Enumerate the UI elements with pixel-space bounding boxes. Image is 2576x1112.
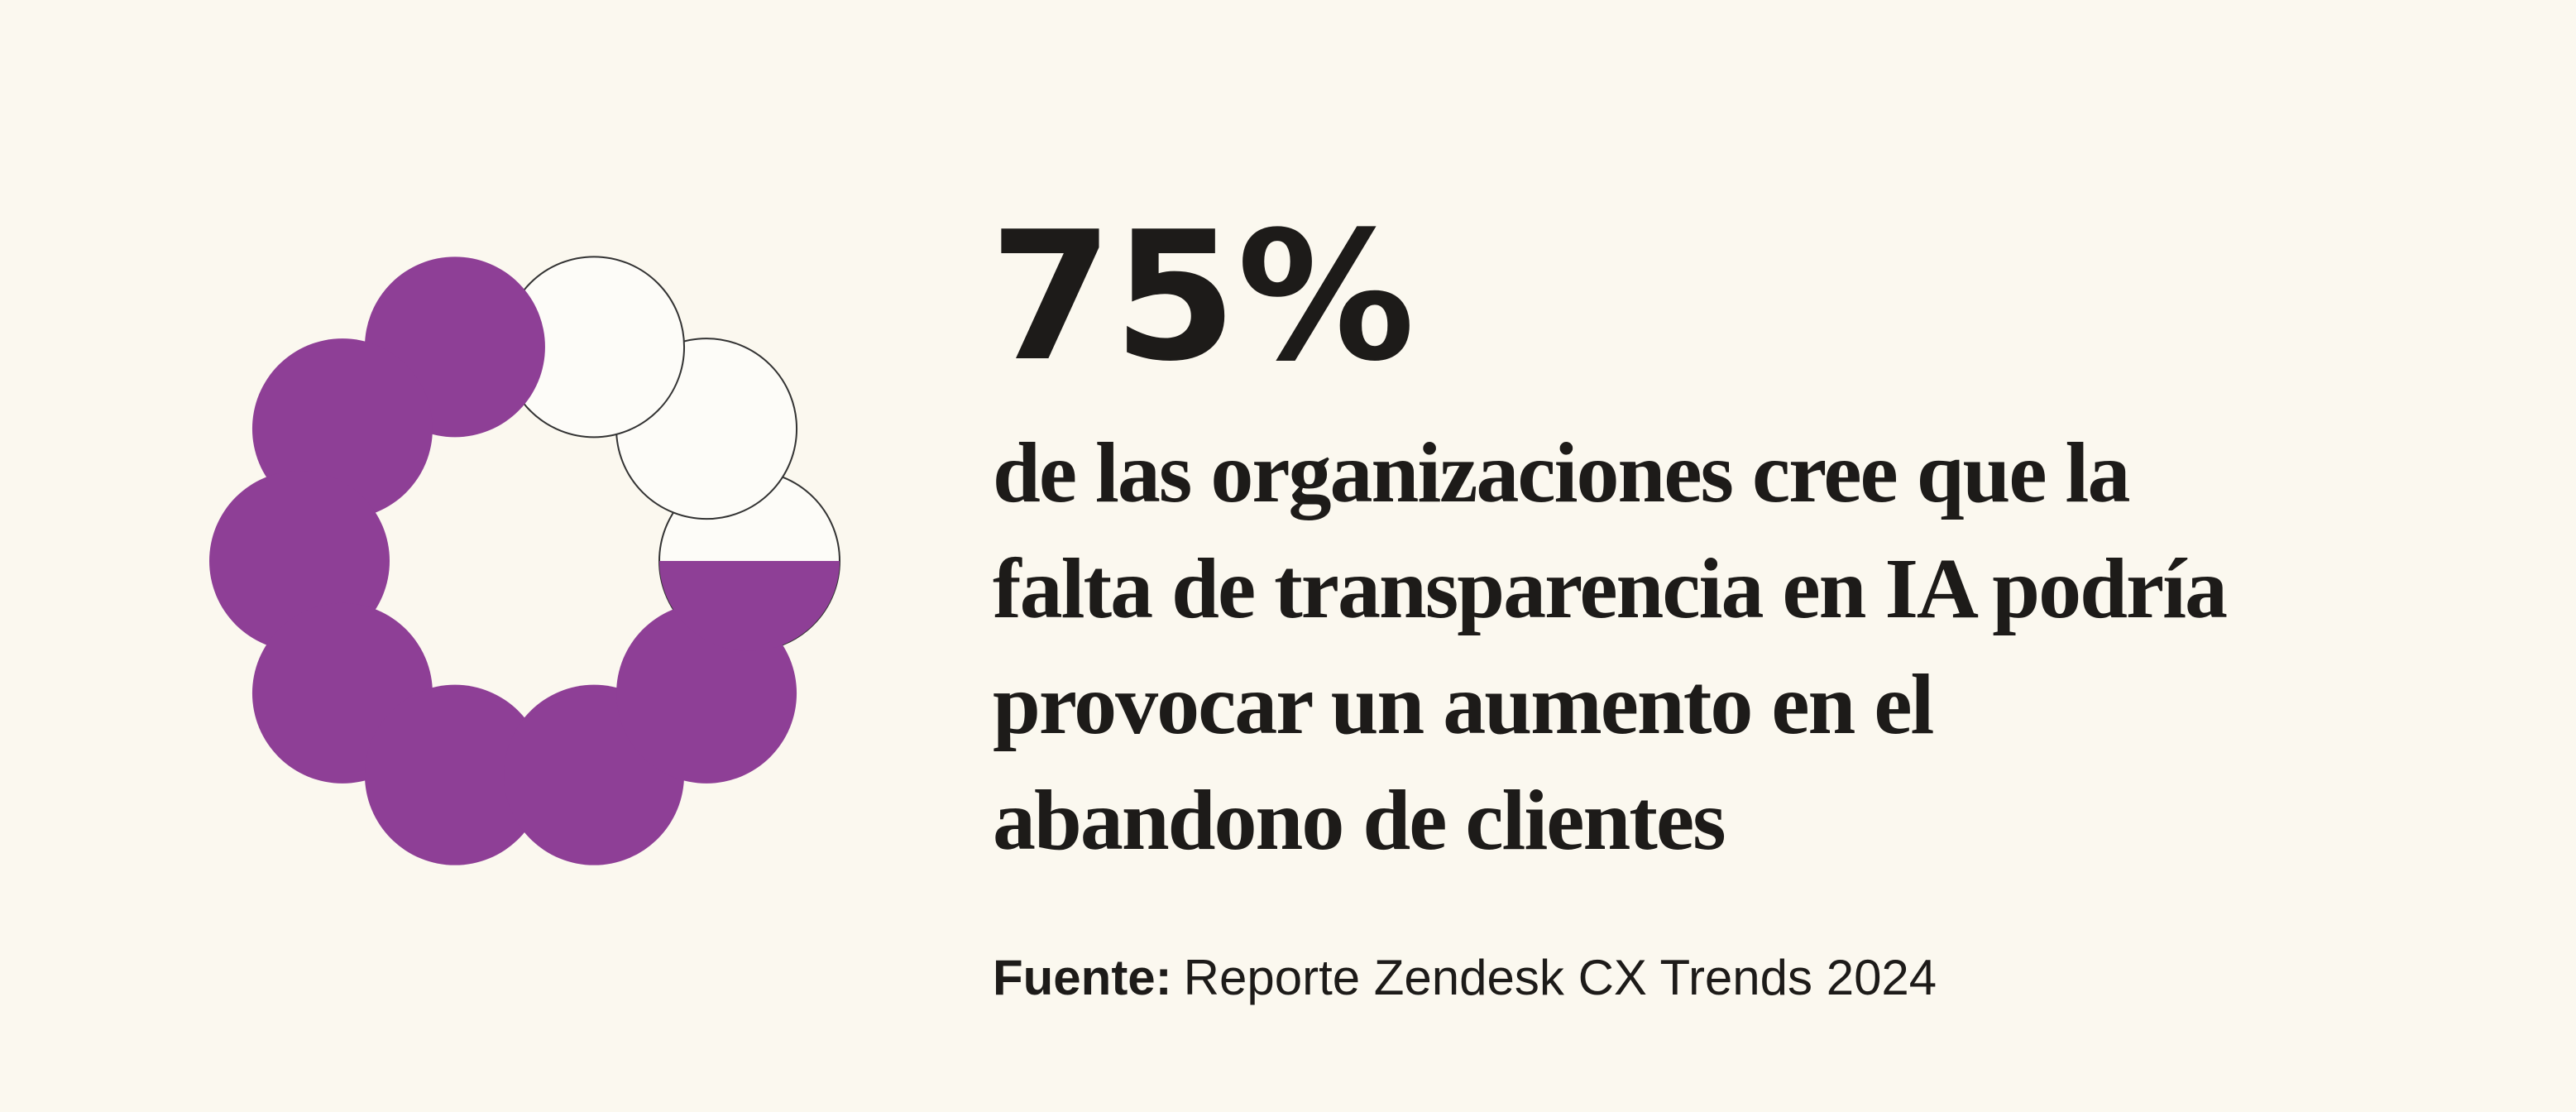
description-line: abandono de clientes — [993, 773, 1725, 868]
pictogram — [209, 256, 840, 865]
source: Fuente: Reporte Zendesk CX Trends 2024 — [993, 950, 1937, 1005]
source-label: Fuente: — [993, 950, 1172, 1005]
description-line: de las organizaciones cree que la — [993, 425, 2129, 520]
stat-value: 75% — [989, 193, 1415, 400]
description-line: falta de transparencia en IA podría — [993, 541, 2227, 636]
partial-circle — [659, 561, 840, 651]
description: de las organizaciones cree que la falta d… — [993, 425, 2229, 868]
filled-circle — [364, 684, 545, 865]
source-text: Reporte Zendesk CX Trends 2024 — [1184, 950, 1937, 1005]
description-line: provocar un aumento en el — [993, 657, 1934, 752]
